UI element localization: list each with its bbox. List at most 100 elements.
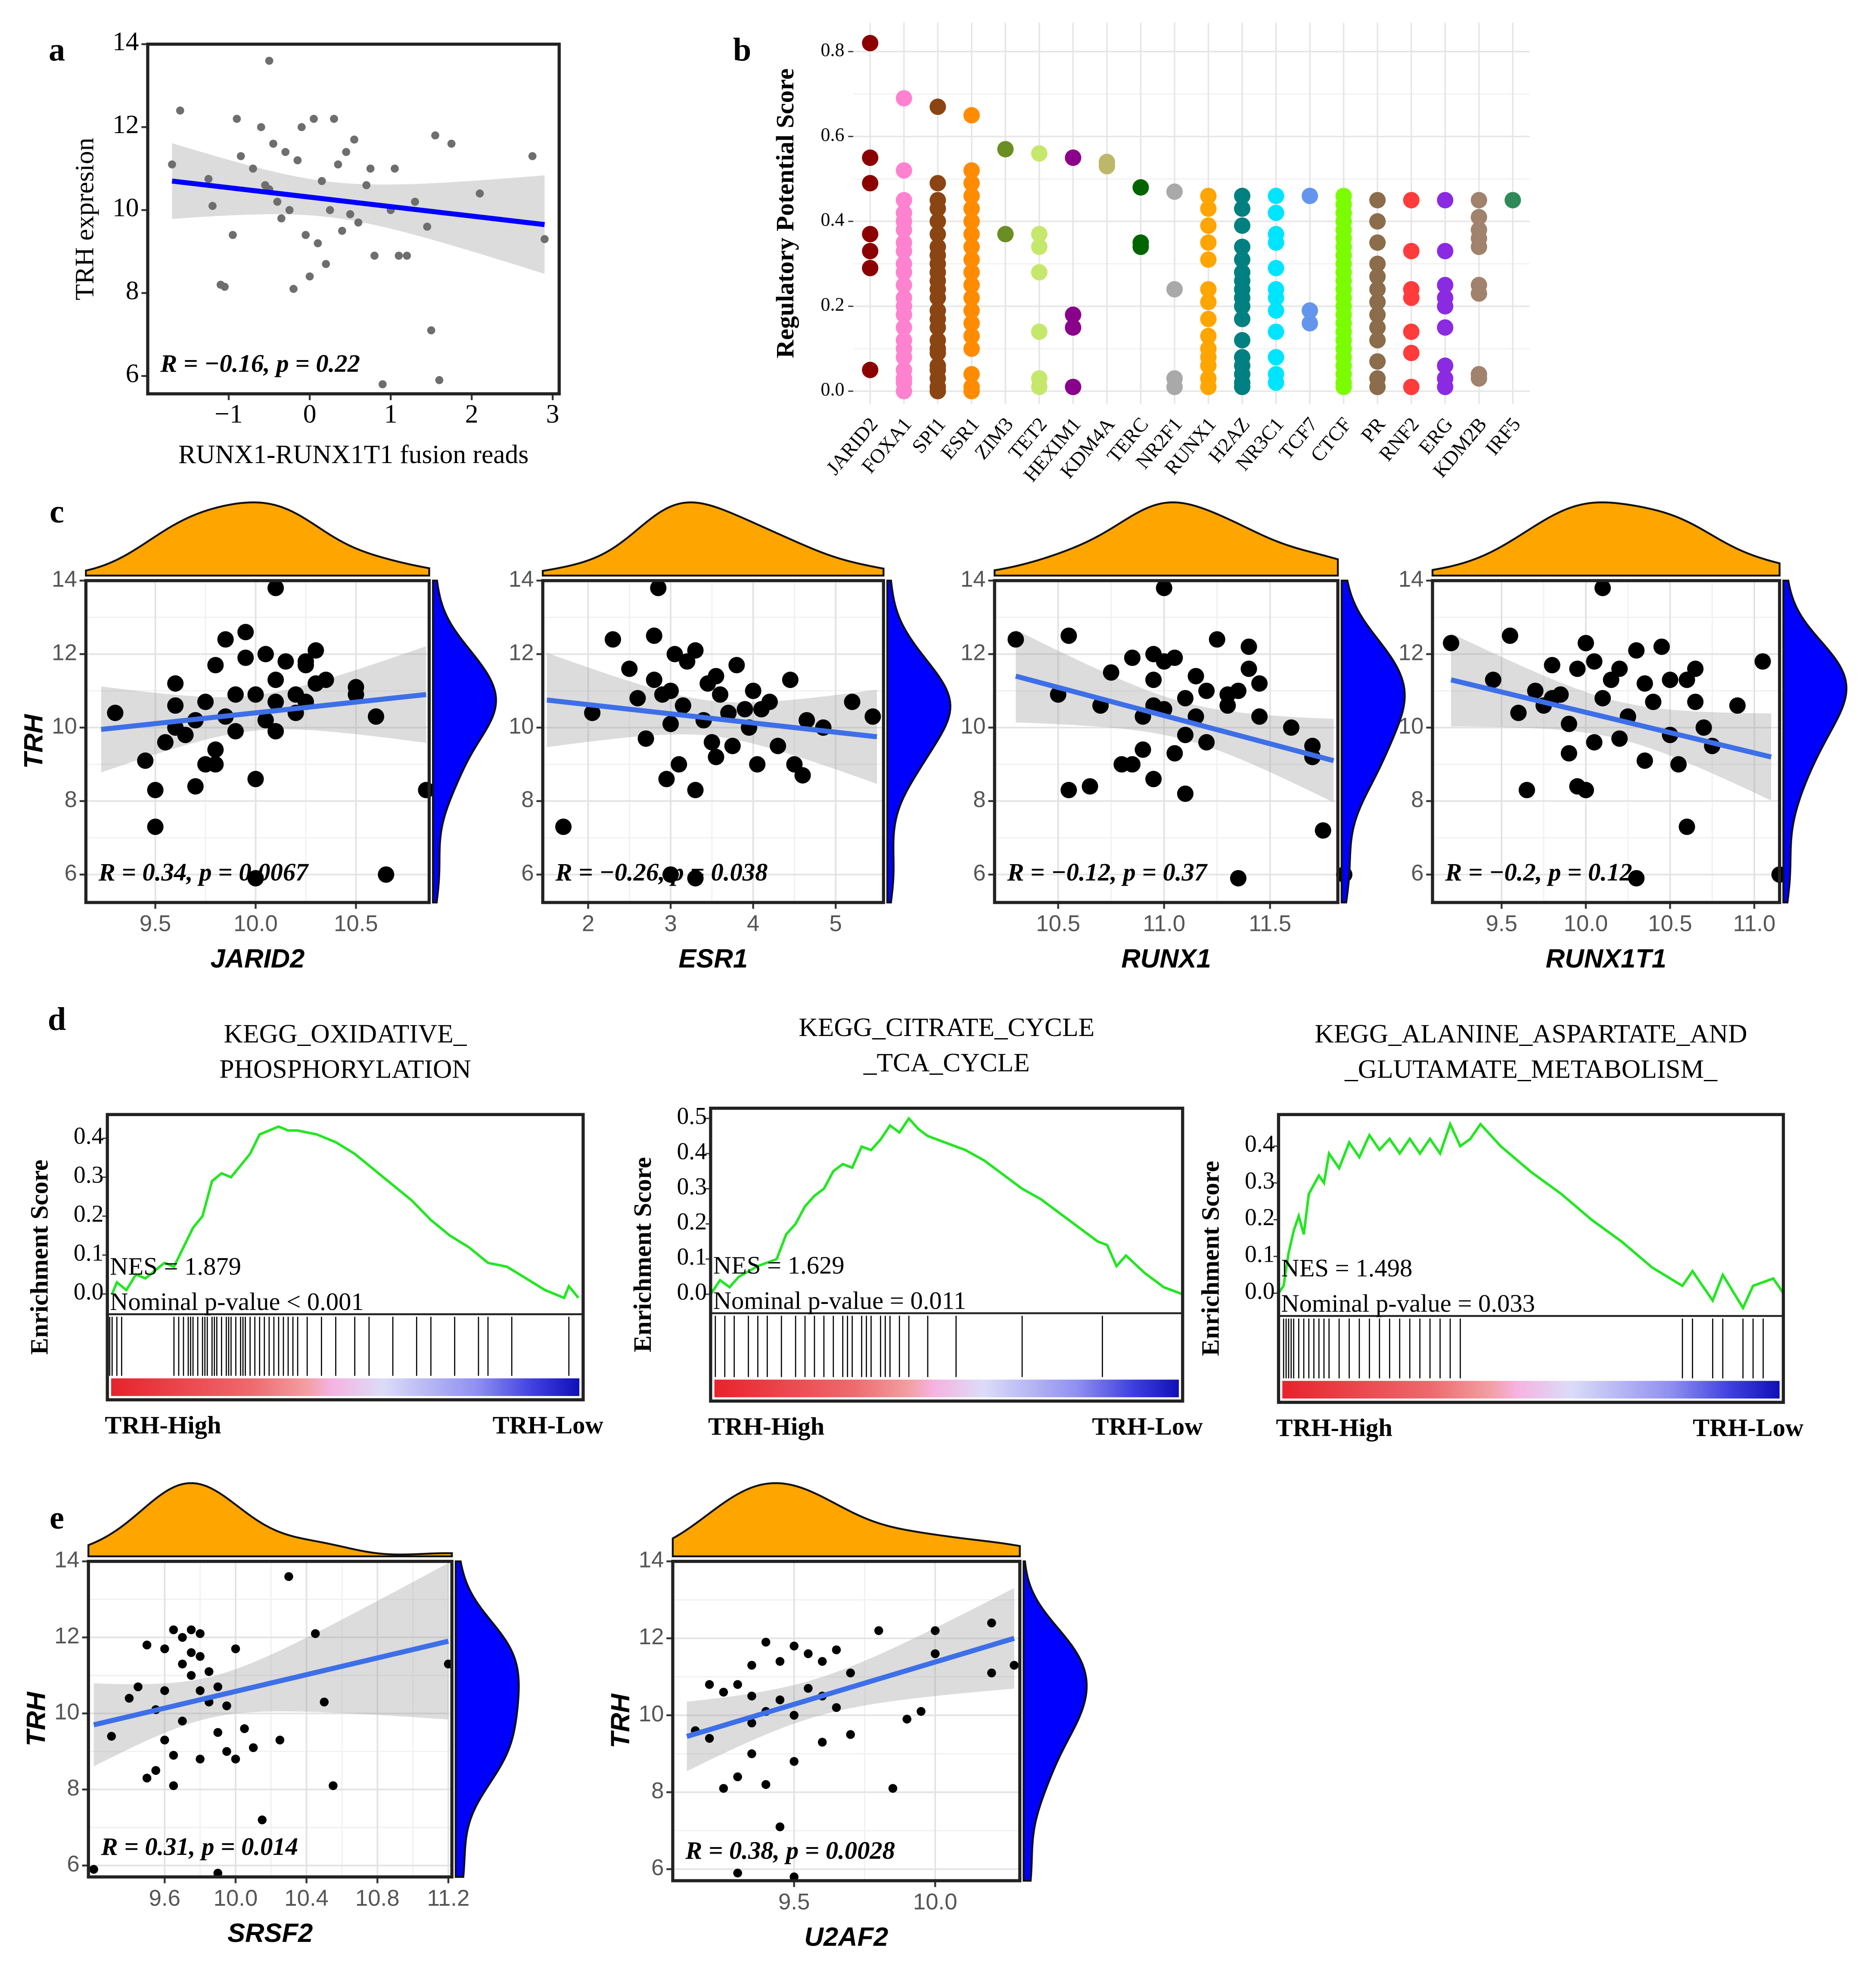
y-tick-label: 6 [521,860,534,886]
y-tick-label: 0.2 [677,1208,707,1235]
x-tick-label: 10.0 [233,911,278,936]
point [320,1697,329,1707]
point [1636,675,1653,692]
point [301,231,310,239]
x-tick-label: 11.2 [427,1885,470,1911]
dot [862,34,879,52]
dot [1200,187,1217,204]
enrichment-curve [1277,1120,1784,1311]
point [775,1822,785,1832]
y-tick-label: 0.3 [74,1162,104,1188]
dot [1234,311,1251,327]
x-tick-label: 10.8 [355,1885,400,1911]
point [395,252,403,260]
panel-label: e [50,1500,64,1536]
point [930,1626,940,1635]
annotation: R = 0.38, p = 0.0028 [685,1836,895,1864]
y-tick-label: 0.0 [821,379,845,400]
point [217,631,234,648]
point [137,752,154,769]
marginal-density-x [993,501,1339,577]
point [1670,756,1687,773]
x-tick-label: 10.4 [284,1885,329,1911]
marginal-density-x [1431,501,1781,577]
dot [1437,319,1454,336]
rank-color-bar [111,1378,580,1396]
y-tick-label: 10 [52,713,77,739]
point [167,675,184,692]
point [1124,756,1141,773]
y-tick-label: 0.2 [74,1201,104,1227]
y-tick-label: 10 [960,713,986,739]
y-tick-label: 10 [1399,713,1424,739]
point [1134,741,1151,758]
dot [963,277,980,293]
point [804,1649,813,1658]
x-axis-label: ESR1 [678,944,748,974]
plot-frame [146,42,561,395]
point [233,115,241,123]
point [275,1736,285,1745]
dot [1437,192,1454,208]
point [176,106,184,115]
y-tick-label: 14 [52,566,77,592]
x-tick-label: 5 [830,911,842,936]
x-tick-label: 0 [303,399,317,429]
dot [929,192,946,208]
point [231,1755,240,1764]
dot [1335,379,1352,395]
point [423,222,432,231]
dot [1234,332,1251,348]
point [196,1652,205,1661]
left-label: TRH-High [1276,1413,1392,1441]
dot [1200,234,1217,251]
panel-label: c [50,494,64,530]
point [775,1695,785,1705]
y-axis-label: TRH [19,714,48,769]
point [249,1743,258,1752]
left-label: TRH-High [105,1411,221,1439]
dot [929,361,946,378]
dot [1302,315,1318,332]
dot [862,226,879,243]
y-tick-label: 0.6 [821,124,845,145]
y-tick-label: 0.1 [74,1239,104,1266]
dot [1166,281,1183,298]
point [770,737,786,754]
point [1145,672,1162,688]
dot [1437,243,1454,259]
dot [1369,353,1386,370]
x-tick-label: 3 [664,911,677,936]
point [269,140,277,148]
dot [1234,187,1251,204]
y-tick-label: 0.4 [821,209,845,230]
point [737,701,753,718]
y-tick-label: 0.1 [677,1244,707,1270]
y-tick-label: 0.2 [1245,1204,1275,1231]
point [338,227,346,235]
point [720,704,737,721]
point [761,1637,771,1647]
x-tick-label: 11.0 [1143,911,1185,936]
point [749,756,766,773]
y-tick-label: 0.0 [677,1279,707,1305]
dot [1200,281,1217,298]
point [1645,694,1662,710]
point [169,1781,178,1790]
point [229,231,237,239]
point [1577,635,1594,651]
point [348,686,364,703]
dot [1268,260,1284,277]
point [775,1657,785,1666]
point [354,218,363,227]
dot [929,247,946,264]
point [1177,727,1194,744]
dot [1166,183,1183,200]
point [789,1757,799,1766]
marginal-density-y [454,1560,520,1878]
point [703,734,720,751]
point [311,1629,320,1638]
point [1060,782,1077,799]
dot [1470,238,1487,255]
